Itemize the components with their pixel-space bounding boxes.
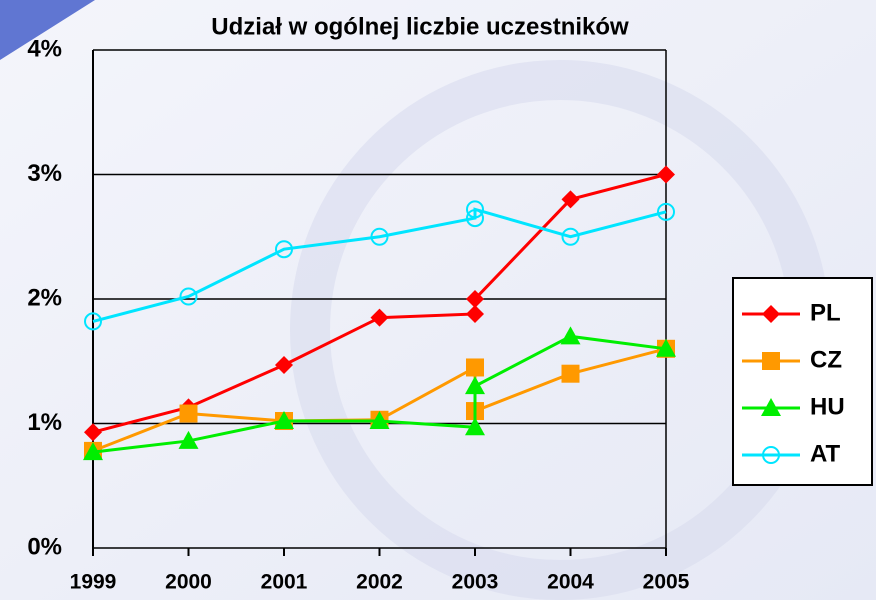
legend-label: AT [810,440,841,467]
data-point [561,364,580,383]
chart-title: Udział w ogólnej liczbie uczestników [211,13,629,40]
data-point [466,200,484,219]
data-point [275,355,293,374]
data-point [179,287,198,306]
y-tick-label: 4% [27,35,62,62]
data-point [274,411,294,430]
data-point [657,165,675,184]
legend-marker [761,398,781,416]
data-point [369,411,390,430]
data-point [370,308,389,327]
data-point [84,312,102,331]
series-line [92,173,667,434]
data-point [275,240,293,259]
x-tick-label: 1999 [70,571,117,594]
y-tick-label: 2% [27,284,62,311]
data-point [561,227,580,246]
y-tick-label: 0% [27,533,62,560]
legend-label: CZ [810,346,842,373]
legend-label: HU [810,393,845,420]
data-point [83,442,103,461]
data-point [84,423,102,442]
x-tick-label: 2005 [643,571,690,594]
legend-marker [762,446,780,464]
x-tick-label: 2003 [452,571,499,594]
data-point [179,404,198,423]
data-point [465,417,485,436]
data-point [465,376,485,395]
legend-marker [762,305,780,323]
x-tick-label: 2001 [261,571,308,594]
legend-marker [762,352,780,370]
data-point [466,304,484,323]
data-point [560,326,581,345]
series-line [92,334,667,454]
series-line [92,347,667,453]
data-point [466,209,484,228]
y-tick-label: 3% [27,160,62,187]
y-tick-label: 1% [27,409,62,436]
x-tick-label: 2002 [356,571,403,594]
data-point [657,202,675,221]
data-point [370,227,389,246]
legend-label: PL [810,299,841,326]
x-tick-label: 2000 [165,571,212,594]
data-point [466,358,484,377]
corner-decoration [0,0,95,60]
data-point [656,338,676,357]
data-point [178,430,199,449]
x-tick-label: 2004 [547,571,594,594]
series-line [92,207,667,323]
data-point [466,290,484,308]
data-point [561,190,580,209]
